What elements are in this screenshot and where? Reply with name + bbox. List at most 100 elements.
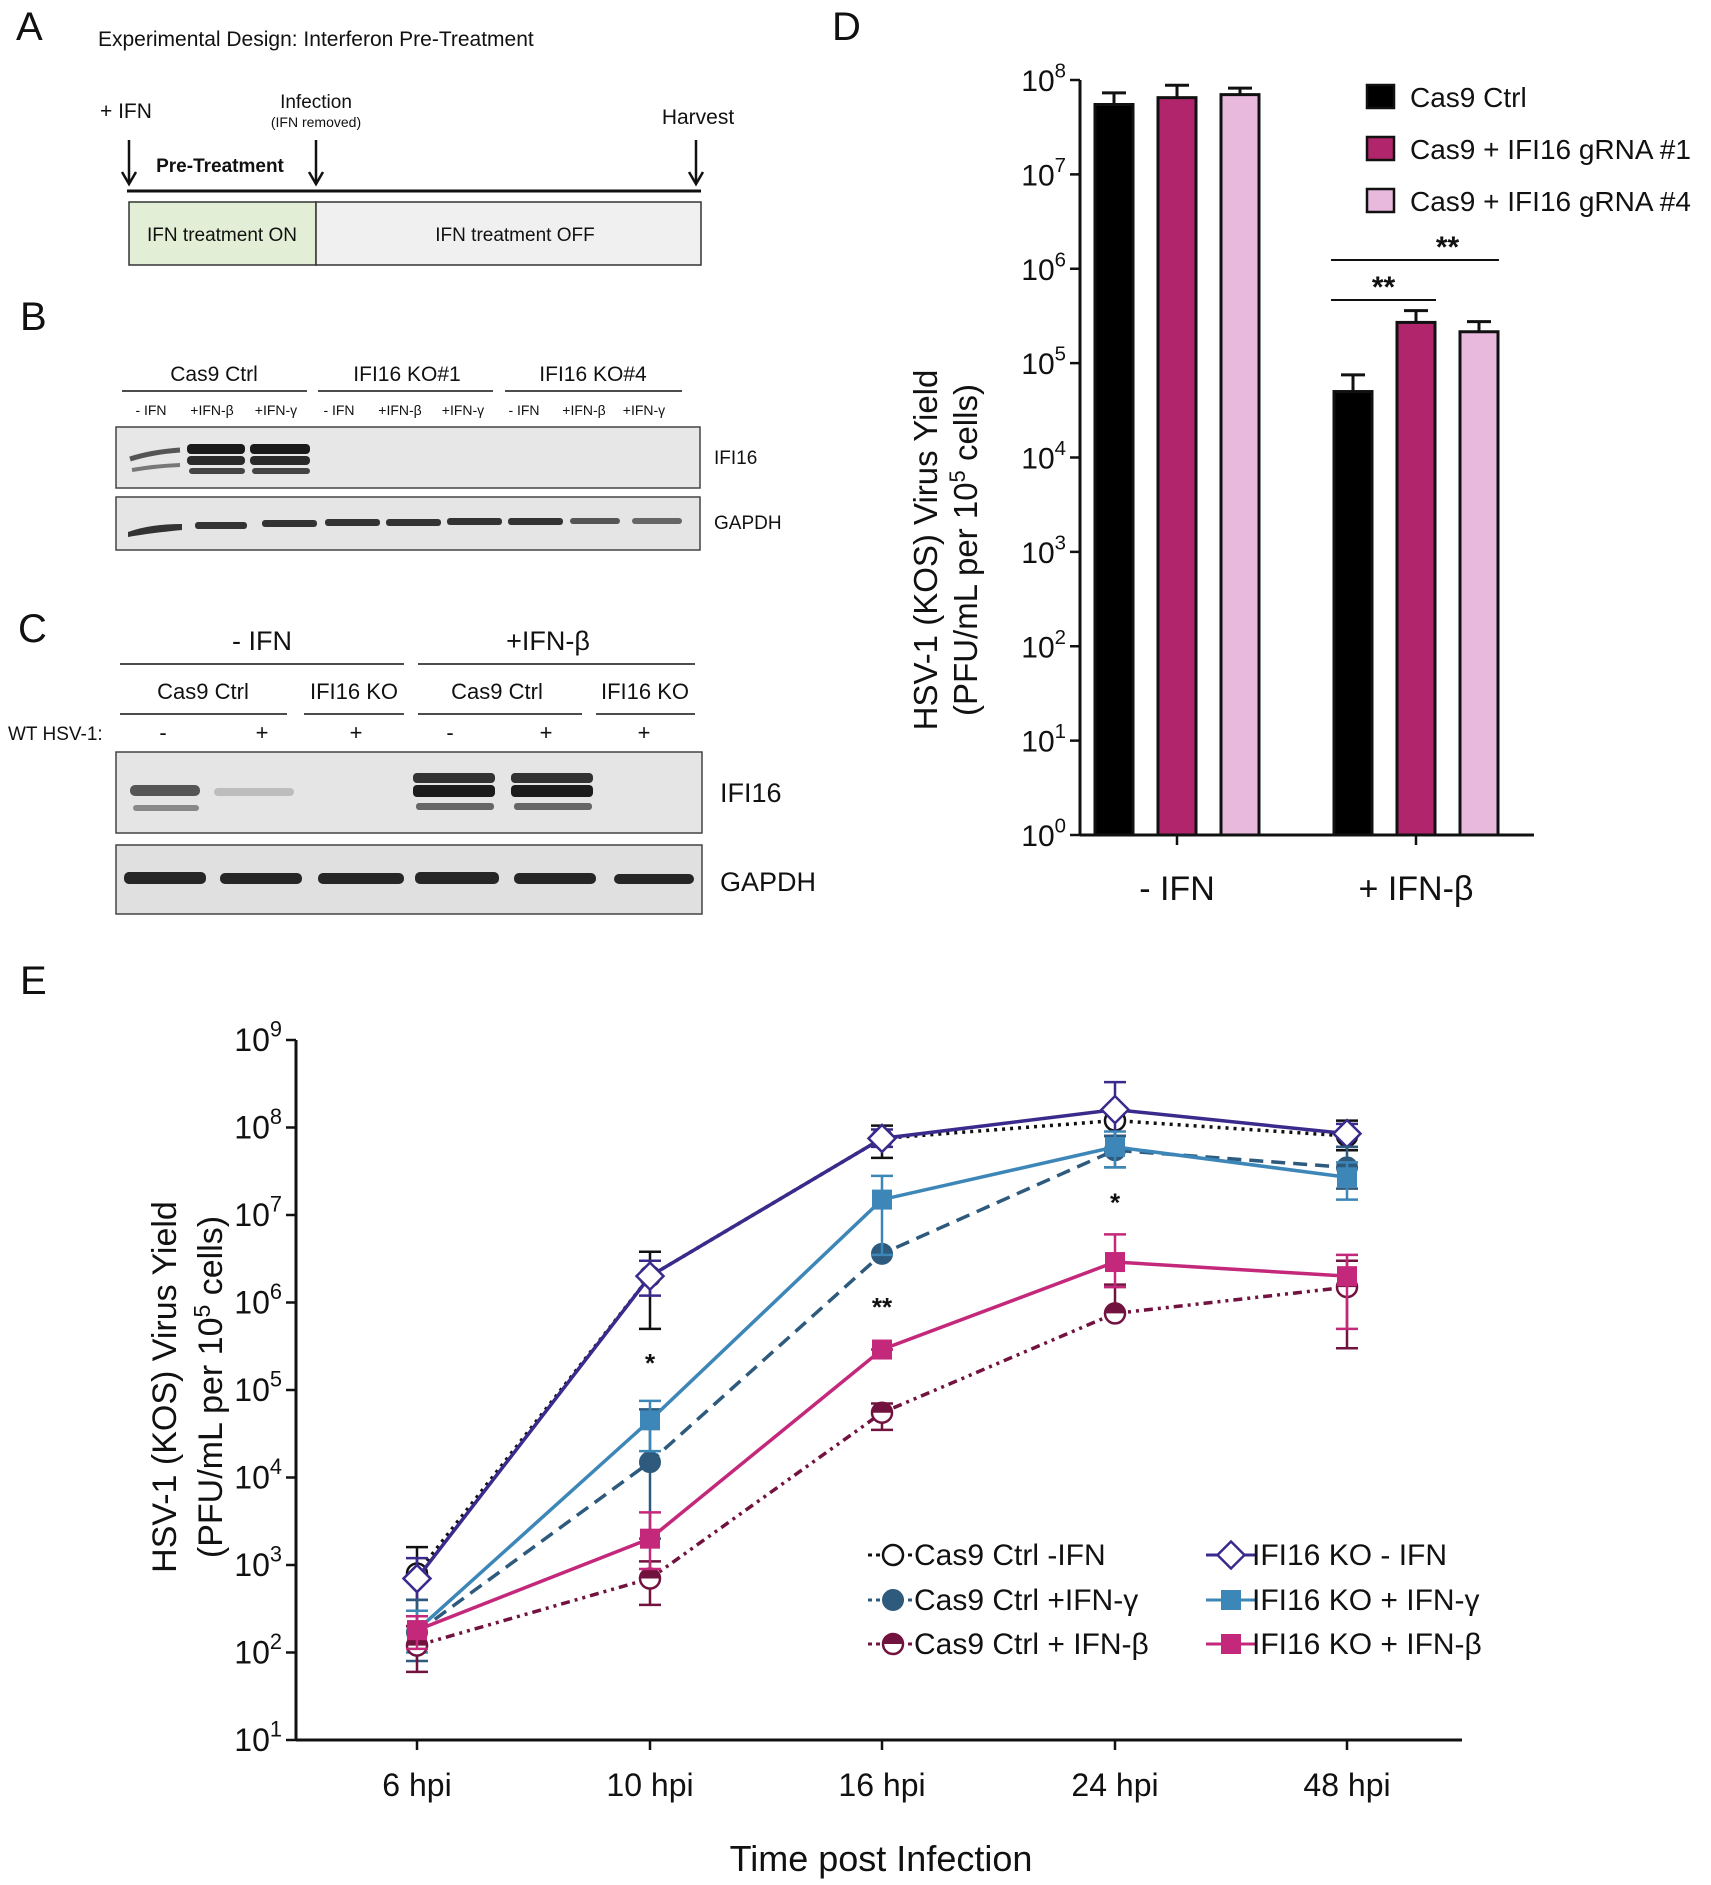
y-tick-label: 106 (234, 1279, 282, 1320)
legend-item: Cas9 Ctrl -IFN (868, 1539, 1106, 1572)
panel-label-a: A (16, 5, 43, 49)
plot-area: 101 102 103 104 105 106 107 108 109 6 hpi 10 hpi 16… (234, 1017, 1482, 1803)
significance-label: * (645, 1348, 656, 1378)
data-point (1337, 1266, 1357, 1287)
y-tick-label: 107 (234, 1192, 282, 1233)
significance-label: * (1110, 1187, 1121, 1217)
y-tick-label: 104 (234, 1454, 282, 1495)
x-tick-label: - IFN (1139, 870, 1215, 908)
y-tick-label: 103 (234, 1542, 282, 1583)
series (406, 1130, 1358, 1654)
data-point (882, 1589, 904, 1611)
data-point (1099, 1094, 1131, 1125)
harvest-label: Harvest (662, 106, 735, 129)
y-tick-label: 105 (234, 1367, 282, 1408)
series (405, 1259, 1359, 1674)
blot-group-label: IFI16 KO (310, 679, 398, 704)
y-tick-label: 109 (234, 1017, 282, 1058)
legend-item: IFI16 KO + IFN-γ (1206, 1584, 1480, 1617)
bar (1395, 320, 1437, 837)
ifi16-bands (130, 773, 593, 811)
legend-label: Cas9 Ctrl (1410, 82, 1527, 113)
series (406, 1233, 1358, 1651)
blot-group-label: Cas9 Ctrl (157, 679, 249, 704)
legend-label: IFI16 KO - IFN (1252, 1539, 1447, 1572)
lane-label: +IFN-β (190, 402, 233, 418)
pretreatment-label: Pre-Treatment (156, 156, 284, 177)
lane-label: +IFN-β (378, 402, 421, 418)
data-point (1105, 1252, 1125, 1273)
blot-label-gapdh: GAPDH (720, 867, 816, 897)
y-axis-label-line2: (PFU/mL per 105 cells) (945, 384, 984, 716)
legend-item: Cas9 Ctrl + IFN-β (868, 1628, 1149, 1661)
legend-swatch (1365, 83, 1396, 110)
blot-label-ifi16: IFI16 (714, 448, 757, 469)
blot-group-label: IFI16 KO (601, 679, 689, 704)
x-tick-label: 6 hpi (382, 1767, 451, 1803)
panel-label-c: C (18, 607, 47, 651)
infection-sign: - (159, 720, 166, 745)
ifi16-blot (115, 751, 703, 834)
panel-label-d: D (832, 5, 861, 49)
wt-hsv1-label: WT HSV-1: (8, 724, 103, 745)
data-point-fill (1105, 1303, 1125, 1314)
plus-ifn-label: + IFN (100, 100, 152, 123)
data-point (401, 1563, 433, 1594)
y-tick-label: 101 (1021, 721, 1066, 759)
y-axis-label-line1: HSV-1 (KOS) Virus Yield (907, 370, 944, 731)
data-point (640, 1528, 660, 1549)
x-tick-label: 24 hpi (1071, 1767, 1158, 1803)
lane-label: +IFN-β (562, 402, 605, 418)
arrow-removal (307, 140, 325, 187)
infection-sign: + (638, 720, 651, 745)
ifi16-bands (129, 444, 310, 474)
arrow-infection (120, 140, 138, 187)
legend-label: IFI16 KO + IFN-γ (1252, 1584, 1480, 1617)
data-point-fill (872, 1402, 892, 1413)
ifn-off-label: IFN treatment OFF (435, 225, 594, 246)
data-point (1221, 1634, 1241, 1654)
y-tick-label: 108 (1021, 61, 1066, 99)
panel-b: Cas9 Ctrl IFI16 KO#1 IFI16 KO#4 - IFN +I… (115, 363, 782, 551)
y-tick-label: 100 (1021, 816, 1066, 854)
legend-swatch (1365, 135, 1396, 162)
blot-group-label: IFI16 KO#1 (353, 363, 460, 386)
data-point (634, 1260, 666, 1292)
significance-label: ** (1372, 271, 1396, 304)
significance-label: ** (872, 1292, 893, 1322)
y-tick-label: 102 (1021, 627, 1066, 665)
x-tick-label: 48 hpi (1303, 1767, 1390, 1803)
data-point (1221, 1590, 1241, 1610)
ifn-off-box (315, 201, 702, 266)
blot-label-ifi16: IFI16 (720, 778, 782, 808)
arrow-harvest (687, 140, 705, 187)
legend-label: Cas9 Ctrl +IFN-γ (914, 1584, 1138, 1617)
infection-sign: + (350, 720, 363, 745)
panel-c: - IFN +IFN-β Cas9 Ctrl IFI16 KO Cas9 Ctr… (8, 626, 816, 915)
lane-label: +IFN-γ (623, 402, 665, 418)
lane-label: - IFN (135, 402, 166, 418)
y-axis-label-line2: (PFU/mL per 105 cells) (189, 1216, 230, 1558)
x-tick-label: + IFN-β (1359, 870, 1474, 908)
data-point-fill (883, 1634, 903, 1644)
lane-label: - IFN (323, 402, 354, 418)
panel-label-b: B (20, 295, 47, 339)
blot-group-label: IFI16 KO#4 (539, 363, 647, 386)
ifn-on-box (128, 201, 317, 266)
y-tick-label: 108 (234, 1104, 282, 1145)
legend-swatch (1365, 187, 1396, 214)
data-point (866, 1123, 898, 1154)
plot-area: 100 101 102 103 104 105 106 107 108 - IFN + IFN-β C… (1021, 61, 1691, 909)
panel-label-e: E (20, 959, 47, 1003)
lane-label: - IFN (508, 402, 539, 418)
lane-label: +IFN-γ (255, 402, 297, 418)
blot-label-gapdh: GAPDH (714, 513, 782, 534)
legend-item: IFI16 KO - IFN (1206, 1539, 1447, 1572)
data-point (1105, 1136, 1125, 1157)
x-tick-label: 16 hpi (838, 1767, 925, 1803)
y-axis-label-line1: HSV-1 (KOS) Virus Yield (146, 1201, 184, 1573)
panel-a: Experimental Design: Interferon Pre-Trea… (98, 28, 735, 266)
line-chart: HSV-1 (KOS) Virus Yield (PFU/mL per 105 … (146, 1017, 1482, 1879)
gapdh-bands (128, 518, 682, 537)
bar-chart: HSV-1 (KOS) Virus Yield (PFU/mL per 105 … (907, 61, 1691, 909)
